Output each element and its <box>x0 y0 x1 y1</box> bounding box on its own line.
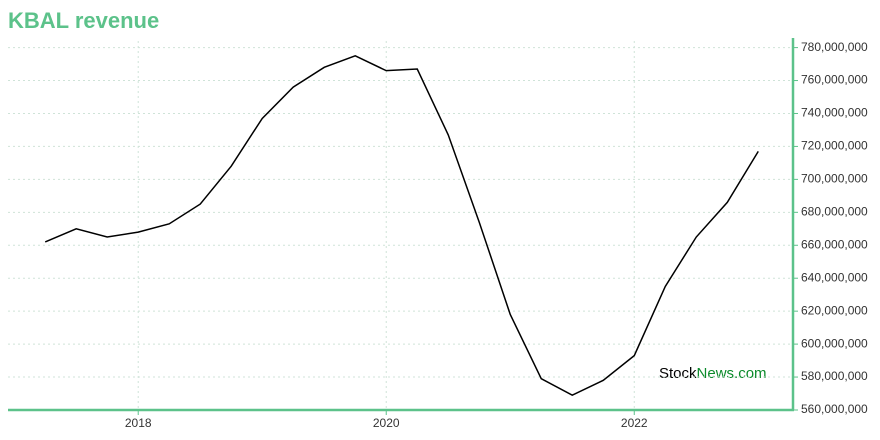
y-tick-label: 580,000,000 <box>801 369 868 383</box>
y-tick-label: 600,000,000 <box>801 336 868 350</box>
y-tick-label: 720,000,000 <box>801 139 868 153</box>
x-tick-label: 2020 <box>373 416 400 430</box>
y-tick-label: 560,000,000 <box>801 402 868 416</box>
y-tick-label: 780,000,000 <box>801 40 868 54</box>
watermark: StockNews.com <box>659 365 767 382</box>
x-tick-label: 2022 <box>621 416 648 430</box>
chart-title: KBAL revenue <box>8 8 159 33</box>
x-tick-label: 2018 <box>125 416 152 430</box>
y-tick-label: 640,000,000 <box>801 270 868 284</box>
y-tick-label: 660,000,000 <box>801 237 868 251</box>
y-tick-label: 620,000,000 <box>801 303 868 317</box>
watermark-part: Stock <box>659 365 697 382</box>
y-tick-label: 740,000,000 <box>801 106 868 120</box>
y-tick-label: 680,000,000 <box>801 204 868 218</box>
line <box>44 55 759 397</box>
y-tick-label: 700,000,000 <box>801 172 868 186</box>
watermark-part: News.com <box>697 365 767 382</box>
y-tick-label: 760,000,000 <box>801 73 868 87</box>
